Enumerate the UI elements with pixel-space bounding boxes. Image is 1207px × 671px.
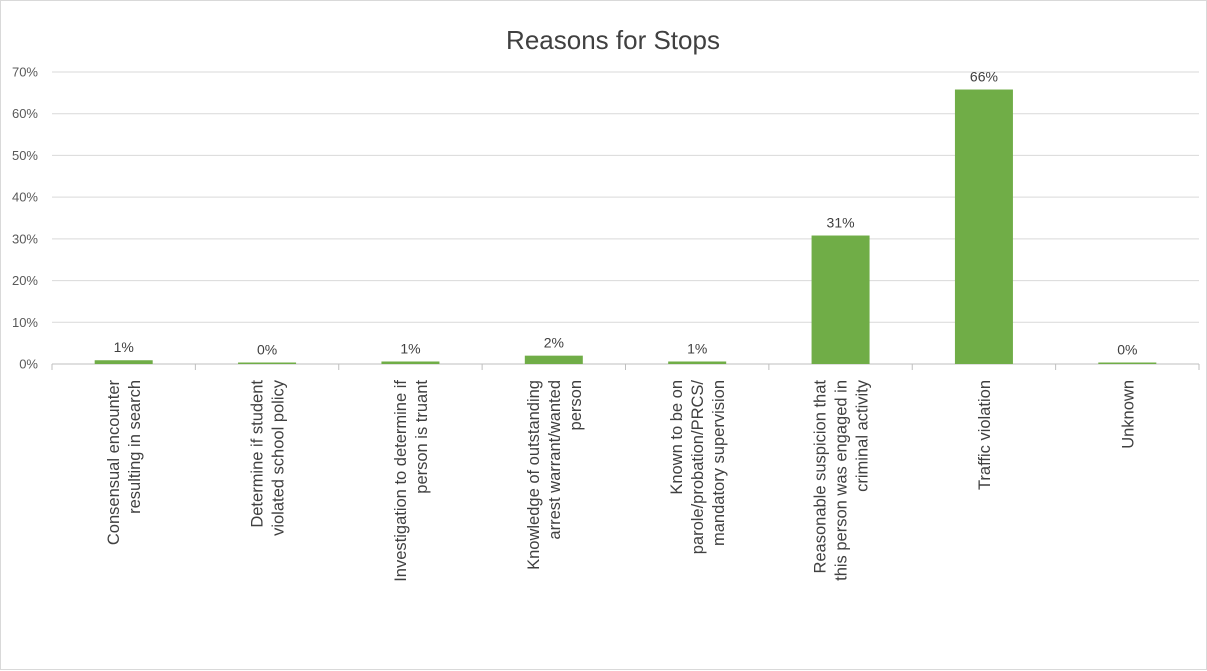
data-label: 0%	[1117, 342, 1137, 358]
chart-title: Reasons for Stops	[506, 25, 720, 55]
y-tick-label: 50%	[12, 148, 38, 163]
category-label-line: Reasonable suspicion that	[812, 380, 830, 574]
bars	[94, 89, 1157, 365]
data-label: 66%	[970, 69, 998, 85]
bar	[238, 362, 297, 364]
data-label: 0%	[257, 342, 277, 358]
y-tick-label: 60%	[12, 106, 38, 121]
data-label: 31%	[827, 215, 855, 231]
category-label-line: Known to be on	[668, 380, 686, 495]
y-tick-label: 30%	[12, 231, 38, 246]
category-label-line: arrest warrant/wanted	[546, 380, 564, 540]
data-labels: 1% 0% 1% 2% 1% 31% 66% 0%	[114, 69, 1138, 358]
category-label-line: Consensual encounter	[105, 380, 123, 546]
category-label: Reasonable suspicion that this person was…	[812, 379, 872, 581]
y-tick-label: 10%	[12, 315, 38, 330]
bar	[1098, 362, 1157, 364]
category-label-line: person	[567, 380, 585, 430]
y-axis: 0% 10% 20% 30% 40% 50% 60% 70%	[12, 65, 1200, 372]
category-label-line: Investigation to determine if	[392, 380, 410, 582]
category-label-line: Unknown	[1119, 380, 1137, 449]
y-tick-label: 40%	[12, 190, 38, 205]
bar	[94, 360, 153, 364]
category-label: Consensual encounter resulting in search	[105, 380, 144, 546]
bar	[668, 361, 727, 364]
data-label: 1%	[687, 340, 707, 356]
category-label-line: person is truant	[413, 380, 431, 494]
category-label: Knowledge of outstanding arrest warrant/w…	[525, 380, 585, 570]
category-label-line: Traffic violation	[976, 380, 994, 490]
data-label: 1%	[400, 340, 420, 356]
data-label: 1%	[114, 339, 134, 355]
category-label-line: Determine if student	[249, 380, 267, 528]
gridlines	[52, 71, 1199, 323]
category-label: Known to be on parole/probation/PRCS/mand…	[668, 380, 728, 555]
x-axis: Consensual encounter resulting in search D…	[105, 379, 1137, 582]
category-label-line: this person was engaged in	[833, 380, 851, 581]
category-label-line: criminal activity	[854, 379, 872, 492]
category-label-line: resulting in search	[126, 380, 144, 514]
y-tick-label: 70%	[12, 65, 38, 80]
category-label-line: violated school policy	[270, 379, 288, 536]
category-label-line: mandatory supervision	[710, 380, 728, 546]
bar	[811, 235, 870, 364]
y-tick-label: 0%	[19, 357, 38, 372]
bar	[524, 355, 583, 364]
category-label: Unknown	[1119, 380, 1137, 449]
bar	[381, 361, 440, 364]
category-label: Determine if student violated school poli…	[249, 379, 288, 536]
data-label: 2%	[544, 335, 564, 351]
category-label-line: parole/probation/PRCS/	[689, 380, 707, 555]
y-tick-label: 20%	[12, 273, 38, 288]
bar	[954, 89, 1013, 365]
category-label-line: Knowledge of outstanding	[525, 380, 543, 570]
category-label: Investigation to determine if person is t…	[392, 380, 431, 582]
category-label: Traffic violation	[976, 380, 994, 490]
